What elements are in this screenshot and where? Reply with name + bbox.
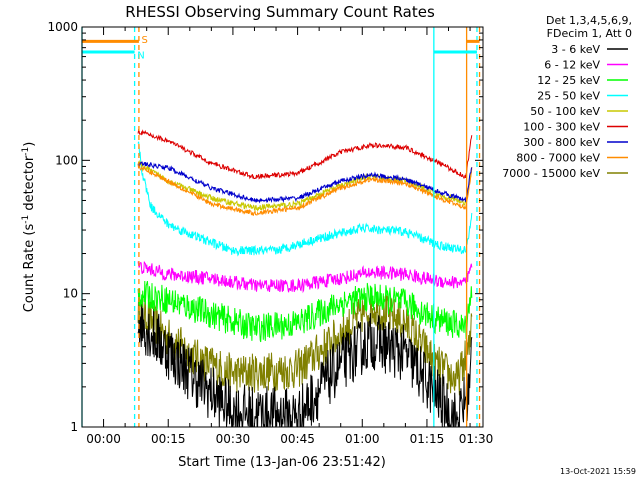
series-100-300kev [137,128,473,180]
legend-label: 12 - 25 keV [537,74,600,87]
x-tick-label: 00:45 [280,432,315,446]
axes: 00:00 00:15 00:30 00:45 01:00 01:15 01:30 1 10 10… [47,20,493,446]
chart-title: RHESSI Observing Summary Count Rates [125,3,435,21]
flag-label-0: S [142,35,148,46]
legend-label: 300 - 800 keV [523,136,600,149]
series-3-6kev [137,298,473,428]
legend-header-decimation: FDecim 1, Att 0 [547,27,632,40]
plot-area: SN [81,27,481,428]
legend-label: 25 - 50 keV [537,90,600,103]
legend-label: 3 - 6 keV [551,43,600,56]
x-tick-label: 01:30 [459,432,494,446]
y-tick-label: 1 [70,420,78,434]
x-axis-label: Start Time (13-Jan-06 23:51:42) [178,455,386,470]
legend-header-detectors: Det 1,3,4,5,6,9, [546,14,632,27]
y-tick-label: 1000 [47,20,78,34]
y-axis-label: Count Rate (s-1 detector-1) [21,142,37,313]
legend: Det 1,3,4,5,6,9, FDecim 1, Att 0 3 - 6 k… [502,14,632,180]
x-tick-label: 00:00 [86,432,121,446]
x-tick-label: 00:15 [151,432,186,446]
x-tick-label: 01:00 [345,432,380,446]
series-300-800kev [137,161,473,204]
legend-label: 6 - 12 keV [544,59,600,72]
series-50-100kev [137,159,473,213]
legend-label: 800 - 7000 keV [516,152,600,165]
legend-label: 100 - 300 keV [523,121,600,134]
x-tick-label: 01:15 [410,432,445,446]
x-tick-label: 00:30 [216,432,251,446]
series-7000-15000kev [137,287,473,396]
y-tick-label: 100 [55,153,78,167]
plot-frame [81,26,484,428]
flag-label-1: N [137,51,144,62]
series-12-25kev [137,280,473,343]
series-25-50kev [137,141,473,257]
legend-label: 50 - 100 keV [530,105,600,118]
series-800-7000kev [137,164,473,217]
series-6-12kev [137,261,473,294]
y-tick-label: 10 [63,287,78,301]
legend-label: 7000 - 15000 keV [502,167,600,180]
timestamp: 13-Oct-2021 15:59 [560,467,636,476]
